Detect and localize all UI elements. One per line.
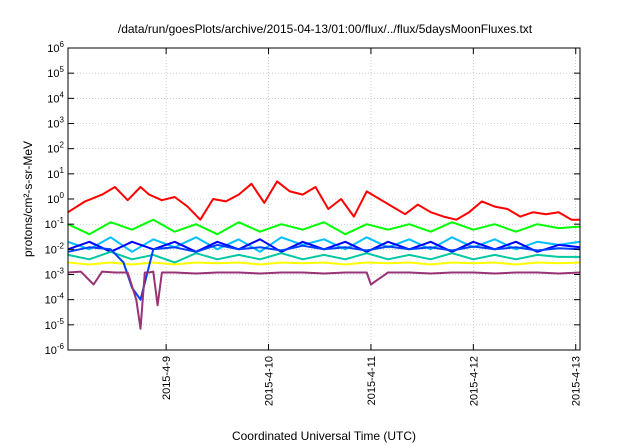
series-line-5 bbox=[67, 250, 580, 264]
x-tick-label: 2015-4-9 bbox=[161, 356, 173, 400]
y-tick-label: 101 bbox=[47, 166, 64, 181]
series-line-2 bbox=[67, 218, 581, 236]
x-tick-label: 2015-4-10 bbox=[264, 356, 276, 406]
y-tick-label: 10-3 bbox=[45, 267, 65, 282]
y-tick-label: 10-5 bbox=[45, 317, 65, 332]
chart-title: /data/run/goesPlots/archive/2015-04-13/0… bbox=[118, 22, 533, 36]
x-tick-label: 2015-4-11 bbox=[366, 356, 378, 405]
series-line-8 bbox=[67, 270, 581, 330]
x-tick-label: 2015-4-13 bbox=[571, 356, 583, 406]
grid bbox=[68, 48, 580, 350]
y-tick-label: 10-2 bbox=[45, 241, 65, 256]
series-line-7 bbox=[67, 243, 581, 301]
y-tick-label: 100 bbox=[47, 191, 64, 206]
series-layer bbox=[67, 180, 581, 330]
y-tick-label: 10-6 bbox=[45, 342, 65, 357]
y-tick-label: 105 bbox=[47, 65, 64, 80]
y-tick-label: 106 bbox=[47, 40, 64, 55]
x-axis-label: Coordinated Universal Time (UTC) bbox=[232, 429, 416, 443]
series-line-6 bbox=[67, 261, 581, 266]
y-axis-label: protons/cm²-s-sr-MeV bbox=[21, 141, 35, 257]
y-tick-label: 104 bbox=[47, 90, 64, 105]
x-axis: 2015-4-9 2015-4-10 2015-4-11 2015-4-12 2015-… bbox=[161, 48, 583, 406]
y-axis: 10-6 10-5 10-4 10-3 10-2 10-1 100 101 102 103 104 1… bbox=[45, 40, 580, 357]
y-tick-label: 10-4 bbox=[45, 292, 65, 307]
y-tick-label: 103 bbox=[47, 116, 64, 131]
x-tick-label: 2015-4-12 bbox=[468, 356, 480, 406]
y-tick-label: 102 bbox=[47, 141, 64, 156]
y-tick-label: 10-1 bbox=[45, 216, 65, 231]
series-line-1 bbox=[67, 180, 580, 221]
series-line-3 bbox=[67, 236, 581, 253]
